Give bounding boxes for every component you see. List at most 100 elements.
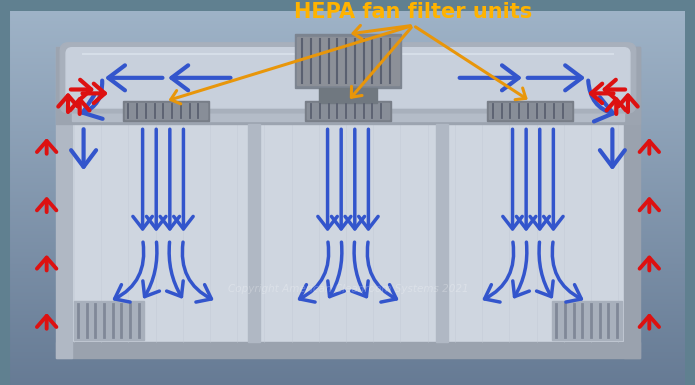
Bar (10, 231, 685, 233)
Bar (10, 292, 685, 293)
Bar (10, 154, 685, 155)
Bar (10, 136, 685, 137)
Bar (10, 216, 685, 217)
Bar (10, 344, 685, 345)
Bar (10, 133, 685, 134)
Bar (10, 98, 685, 99)
Bar (10, 206, 685, 207)
Bar (10, 178, 685, 179)
Bar (10, 240, 685, 241)
Bar (10, 361, 685, 362)
Bar (10, 97, 685, 98)
Bar (10, 367, 685, 368)
Bar (10, 83, 685, 84)
Bar (10, 37, 685, 38)
Bar (10, 27, 685, 28)
Bar (10, 293, 685, 294)
Bar (10, 81, 685, 82)
Bar (10, 354, 685, 355)
Bar (10, 53, 685, 54)
Bar (10, 341, 685, 342)
Bar (10, 114, 685, 115)
Bar (56, 342, 639, 358)
Bar (10, 322, 685, 323)
Bar (10, 288, 685, 289)
Bar (10, 42, 685, 43)
Bar (10, 18, 685, 20)
Bar (10, 153, 685, 154)
Bar (10, 163, 685, 164)
Bar (10, 243, 685, 244)
Bar (10, 286, 685, 287)
Bar (10, 235, 685, 236)
Bar (10, 36, 685, 37)
Bar (10, 74, 685, 75)
Bar (552, 301, 622, 340)
Bar (10, 184, 685, 185)
Bar (10, 68, 685, 69)
Bar (10, 208, 685, 209)
Bar (10, 139, 685, 140)
Bar (10, 148, 685, 149)
Bar (10, 175, 685, 176)
Bar (10, 41, 685, 42)
Bar (10, 150, 685, 151)
Bar (10, 220, 685, 221)
Bar (10, 52, 685, 53)
Bar (10, 212, 685, 213)
Bar (10, 308, 685, 309)
Bar (10, 316, 685, 317)
Bar (10, 304, 685, 305)
Bar (10, 196, 685, 198)
Bar (10, 186, 685, 187)
Bar (624, 47, 639, 358)
Bar (10, 257, 685, 258)
Bar (10, 249, 685, 250)
Bar (10, 89, 685, 90)
Bar (10, 185, 685, 186)
Bar (487, 101, 573, 121)
Bar (10, 302, 685, 303)
Bar (10, 373, 685, 374)
Bar (10, 169, 685, 170)
Bar (10, 142, 685, 143)
Bar (10, 149, 685, 150)
Bar (10, 96, 685, 97)
Bar (10, 219, 685, 220)
Bar (10, 347, 685, 348)
Bar (10, 320, 685, 321)
Bar (10, 250, 685, 251)
Bar (305, 101, 391, 121)
Bar (10, 135, 685, 136)
Bar (10, 333, 685, 335)
Text: Copyright American Cleanroom Systems 2021: Copyright American Cleanroom Systems 202… (228, 284, 468, 294)
Bar (10, 170, 685, 171)
Bar (10, 120, 685, 121)
Bar (10, 106, 685, 107)
Bar (10, 370, 685, 372)
FancyBboxPatch shape (60, 43, 636, 113)
Bar (10, 199, 685, 200)
Bar (10, 244, 685, 245)
Bar (10, 26, 685, 27)
Bar (10, 46, 685, 47)
Bar (10, 328, 685, 329)
Bar (10, 343, 685, 344)
Bar (10, 359, 685, 360)
Bar (10, 87, 685, 89)
Bar (10, 284, 685, 285)
Bar (10, 57, 685, 59)
Bar (10, 236, 685, 237)
Bar (10, 203, 685, 204)
Bar (10, 162, 685, 163)
Bar (10, 335, 685, 336)
Bar (10, 182, 685, 183)
Bar (10, 11, 685, 12)
Bar (10, 140, 685, 141)
Bar (10, 264, 685, 265)
Bar (10, 342, 685, 343)
Bar (56, 47, 639, 124)
Bar (10, 159, 685, 161)
Bar (125, 103, 206, 119)
Bar (10, 24, 685, 25)
